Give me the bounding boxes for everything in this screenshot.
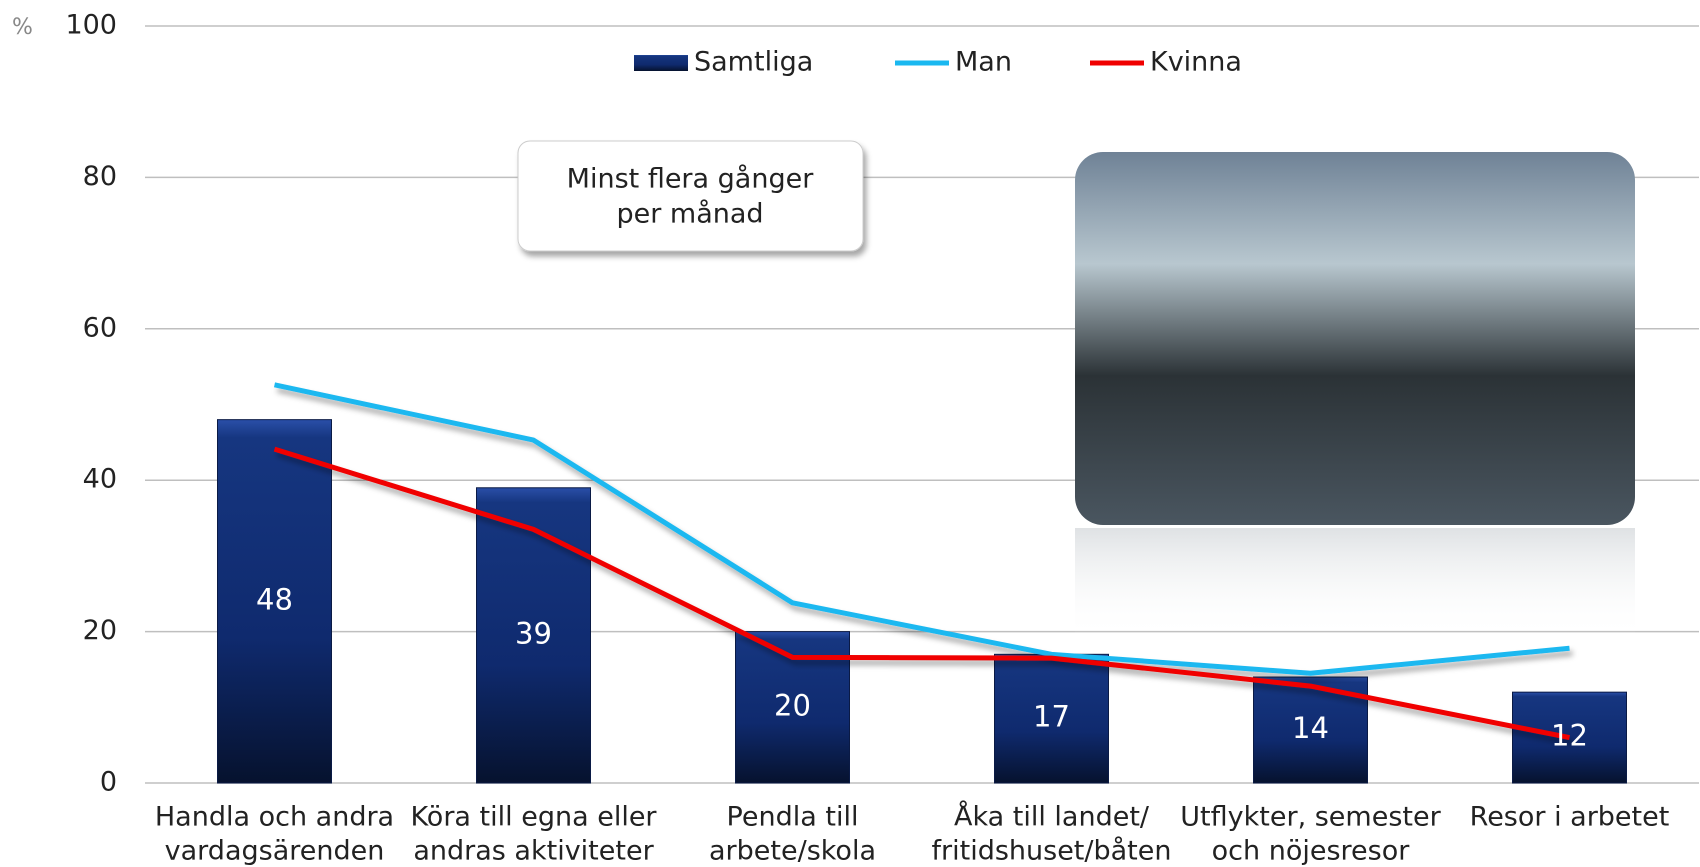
annotation: per månad	[616, 199, 763, 230]
x-tick-label: Resor i arbetet	[1470, 802, 1670, 833]
y-tick-label: 80	[83, 161, 117, 192]
bar-value-label: 20	[774, 688, 811, 722]
line-1	[273, 382, 1570, 676]
x-tick-label: och nöjesresor	[1212, 836, 1411, 867]
x-tick-label: Åka till landet/	[954, 801, 1150, 833]
x-tick-label: Pendla till	[727, 802, 859, 833]
y-tick-label: 60	[83, 312, 117, 343]
x-tick-label: andras aktiviteter	[413, 836, 654, 867]
x-tick-label: arbete/skola	[709, 836, 876, 867]
y-tick-label: 20	[83, 615, 117, 646]
bar	[217, 419, 332, 784]
x-tick-label: Köra till egna eller	[410, 802, 657, 833]
annotation-box	[517, 140, 864, 252]
legend-label: Samtliga	[694, 47, 813, 78]
bar-value-label: 12	[1551, 719, 1588, 753]
bar-value-label: 48	[256, 582, 293, 616]
photo-reflection	[1075, 528, 1635, 638]
x-tick-label: vardagsärenden	[165, 836, 385, 867]
y-tick-label: 0	[100, 767, 117, 798]
unit-label: %	[12, 15, 33, 40]
line-2	[273, 446, 1570, 741]
y-tick-label: 100	[65, 10, 117, 41]
legend-swatch	[634, 55, 688, 71]
x-tick-label: fritidshuset/båten	[932, 836, 1172, 867]
x-tick-label: Utflykter, semester	[1180, 802, 1441, 833]
legend-label: Kvinna	[1150, 47, 1242, 78]
bar-value-label: 14	[1292, 711, 1329, 745]
photo	[1075, 152, 1635, 525]
y-tick-label: 40	[83, 464, 117, 495]
annotation: Minst flera gånger	[567, 164, 815, 195]
x-tick-label: Handla och andra	[155, 802, 394, 833]
legend-label: Man	[955, 47, 1012, 78]
bar	[476, 487, 591, 784]
bar-value-label: 17	[1033, 700, 1070, 734]
bar-value-label: 39	[515, 616, 552, 650]
